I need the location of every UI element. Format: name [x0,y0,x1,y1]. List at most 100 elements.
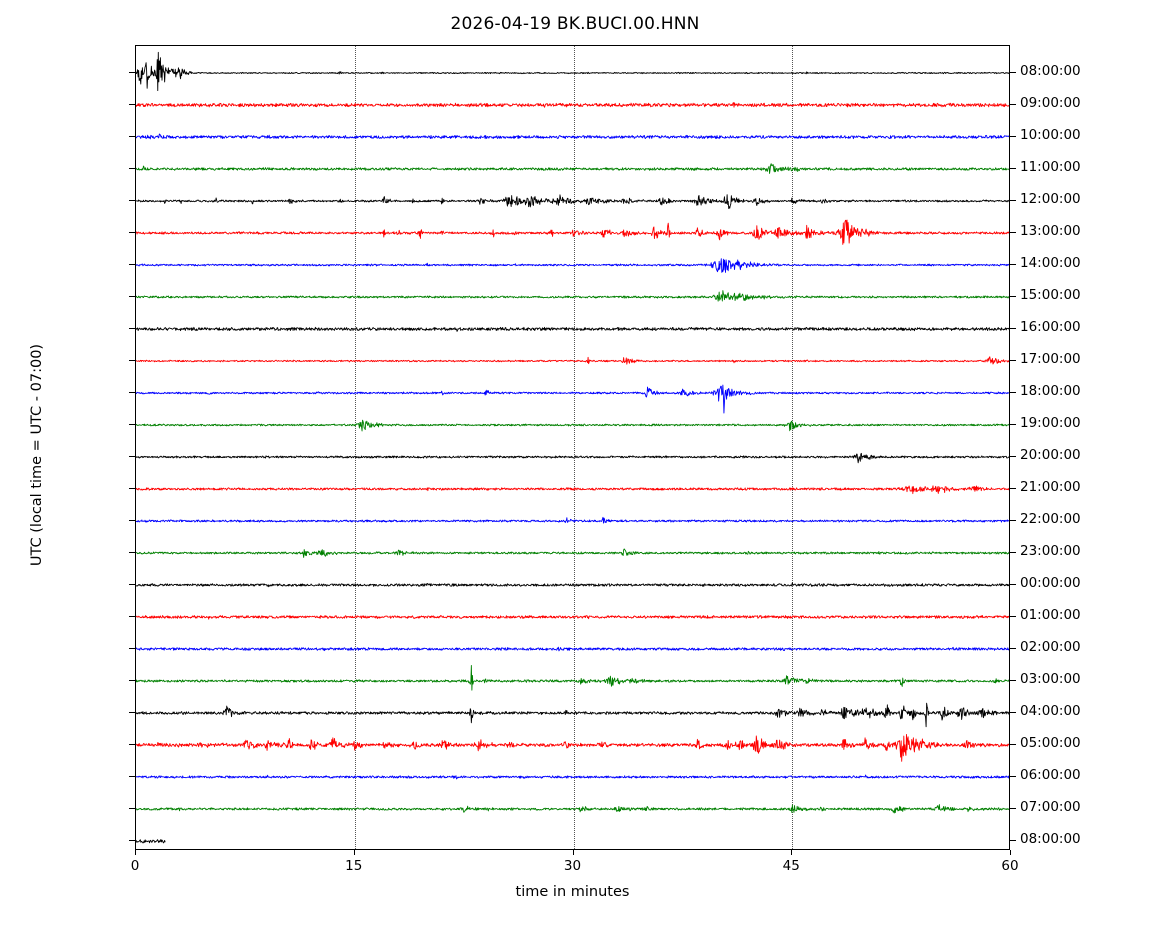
x-tick-mark [353,850,355,855]
y-tick-label-right: 10:00:00 [1020,127,1081,143]
y-tick-mark-left [129,136,135,137]
y-tick-label-right: 03:00:00 [1020,671,1081,687]
y-tick-mark-left [129,712,135,713]
trace-row-120000 [136,219,1009,245]
y-tick-mark-left [129,328,135,329]
y-tick-mark-left [129,168,135,169]
trace-row-220000 [136,548,1009,558]
y-tick-mark-right [1010,616,1016,617]
y-tick-mark-right [1010,104,1016,105]
x-tick-label: 45 [782,858,800,874]
y-tick-label-right: 06:00:00 [1020,767,1081,783]
y-tick-label-right: 20:00:00 [1020,447,1081,463]
trace-row-050000 [136,774,1009,780]
y-tick-mark-right [1010,264,1016,265]
y-tick-label-right: 05:00:00 [1020,735,1081,751]
x-axis-label: time in minutes [515,884,630,900]
y-tick-mark-left [129,264,135,265]
y-tick-label-right: 09:00:00 [1020,95,1081,111]
y-tick-label-right: 22:00:00 [1020,511,1081,527]
y-tick-mark-left [129,488,135,489]
trace-row-060000 [136,804,1009,814]
trace-row-110000 [136,194,1009,209]
y-tick-mark-right [1010,72,1016,73]
trace-row-030000 [136,702,1009,728]
x-tick-mark [135,850,136,855]
y-tick-mark-left [129,72,135,73]
y-tick-mark-left [129,232,135,233]
y-tick-mark-left [129,552,135,553]
y-tick-mark-right [1010,456,1016,457]
y-tick-mark-right [1010,520,1016,521]
y-tick-mark-right [1010,552,1016,553]
x-tick-mark [572,850,574,855]
x-tick-label: 0 [130,858,140,874]
x-tick-label: 60 [1001,858,1019,874]
y-tick-mark-left [129,744,135,745]
y-tick-mark-left [129,424,135,425]
trace-row-160000 [136,356,1009,365]
y-tick-mark-left [129,840,135,841]
y-tick-mark-left [129,392,135,393]
trace-row-070000 [136,839,166,844]
y-tick-mark-right [1010,808,1016,809]
y-axis-label: UTC (local time = UTC - 07:00) [29,343,45,567]
y-tick-mark-left [129,360,135,361]
y-tick-label-right: 07:00:00 [1020,799,1081,815]
y-tick-label-right: 21:00:00 [1020,479,1081,495]
y-tick-mark-right [1010,584,1016,585]
y-tick-label-right: 00:00:00 [1020,575,1081,591]
y-tick-mark-right [1010,776,1016,777]
trace-row-170000 [136,384,1009,414]
y-tick-mark-right [1010,136,1016,137]
y-tick-label-right: 19:00:00 [1020,415,1081,431]
y-tick-label-right: 01:00:00 [1020,607,1081,623]
y-tick-mark-right [1010,296,1016,297]
y-tick-label-right: 11:00:00 [1020,159,1081,175]
trace-row-180000 [136,419,1009,432]
y-tick-label-right: 18:00:00 [1020,383,1081,399]
y-tick-label-right: 02:00:00 [1020,639,1081,655]
trace-row-100000 [136,163,1009,174]
trace-row-020000 [136,665,1009,691]
y-tick-mark-right [1010,200,1016,201]
y-tick-label-right: 16:00:00 [1020,319,1081,335]
y-tick-label-right: 08:00:00 [1020,831,1081,847]
y-tick-mark-left [129,776,135,777]
x-tick-mark [1010,850,1011,855]
trace-row-040000 [136,733,1009,762]
y-tick-mark-left [129,200,135,201]
y-tick-mark-right [1010,712,1016,713]
page-title: 2026-04-19 BK.BUCI.00.HNN [450,14,700,34]
y-tick-mark-right [1010,488,1016,489]
plot-area [135,45,1010,850]
trace-row-140000 [136,290,1009,302]
y-tick-mark-left [129,616,135,617]
y-tick-label-right: 23:00:00 [1020,543,1081,559]
y-tick-mark-right [1010,744,1016,745]
trace-row-190000 [136,452,1009,464]
y-tick-mark-right [1010,424,1016,425]
y-tick-label-right: 17:00:00 [1020,351,1081,367]
y-tick-label-right: 12:00:00 [1020,191,1081,207]
y-tick-mark-right [1010,168,1016,169]
trace-row-200000 [136,485,1009,495]
y-tick-mark-right [1010,392,1016,393]
y-tick-mark-left [129,104,135,105]
y-tick-mark-right [1010,840,1016,841]
y-tick-label-right: 15:00:00 [1020,287,1081,303]
x-tick-mark [791,850,793,855]
trace-row-150000 [136,326,1009,332]
y-tick-label-right: 08:00:00 [1020,63,1081,79]
y-tick-label-right: 04:00:00 [1020,703,1081,719]
y-tick-mark-right [1010,328,1016,329]
y-tick-mark-right [1010,648,1016,649]
trace-row-010000 [136,646,1009,652]
trace-row-230000 [136,582,1009,588]
trace-row-000000 [136,615,1009,620]
y-tick-mark-right [1010,360,1016,361]
y-tick-label-right: 14:00:00 [1020,255,1081,271]
trace-row-080000 [136,102,1009,108]
trace-row-090000 [136,133,1009,140]
y-tick-mark-left [129,296,135,297]
